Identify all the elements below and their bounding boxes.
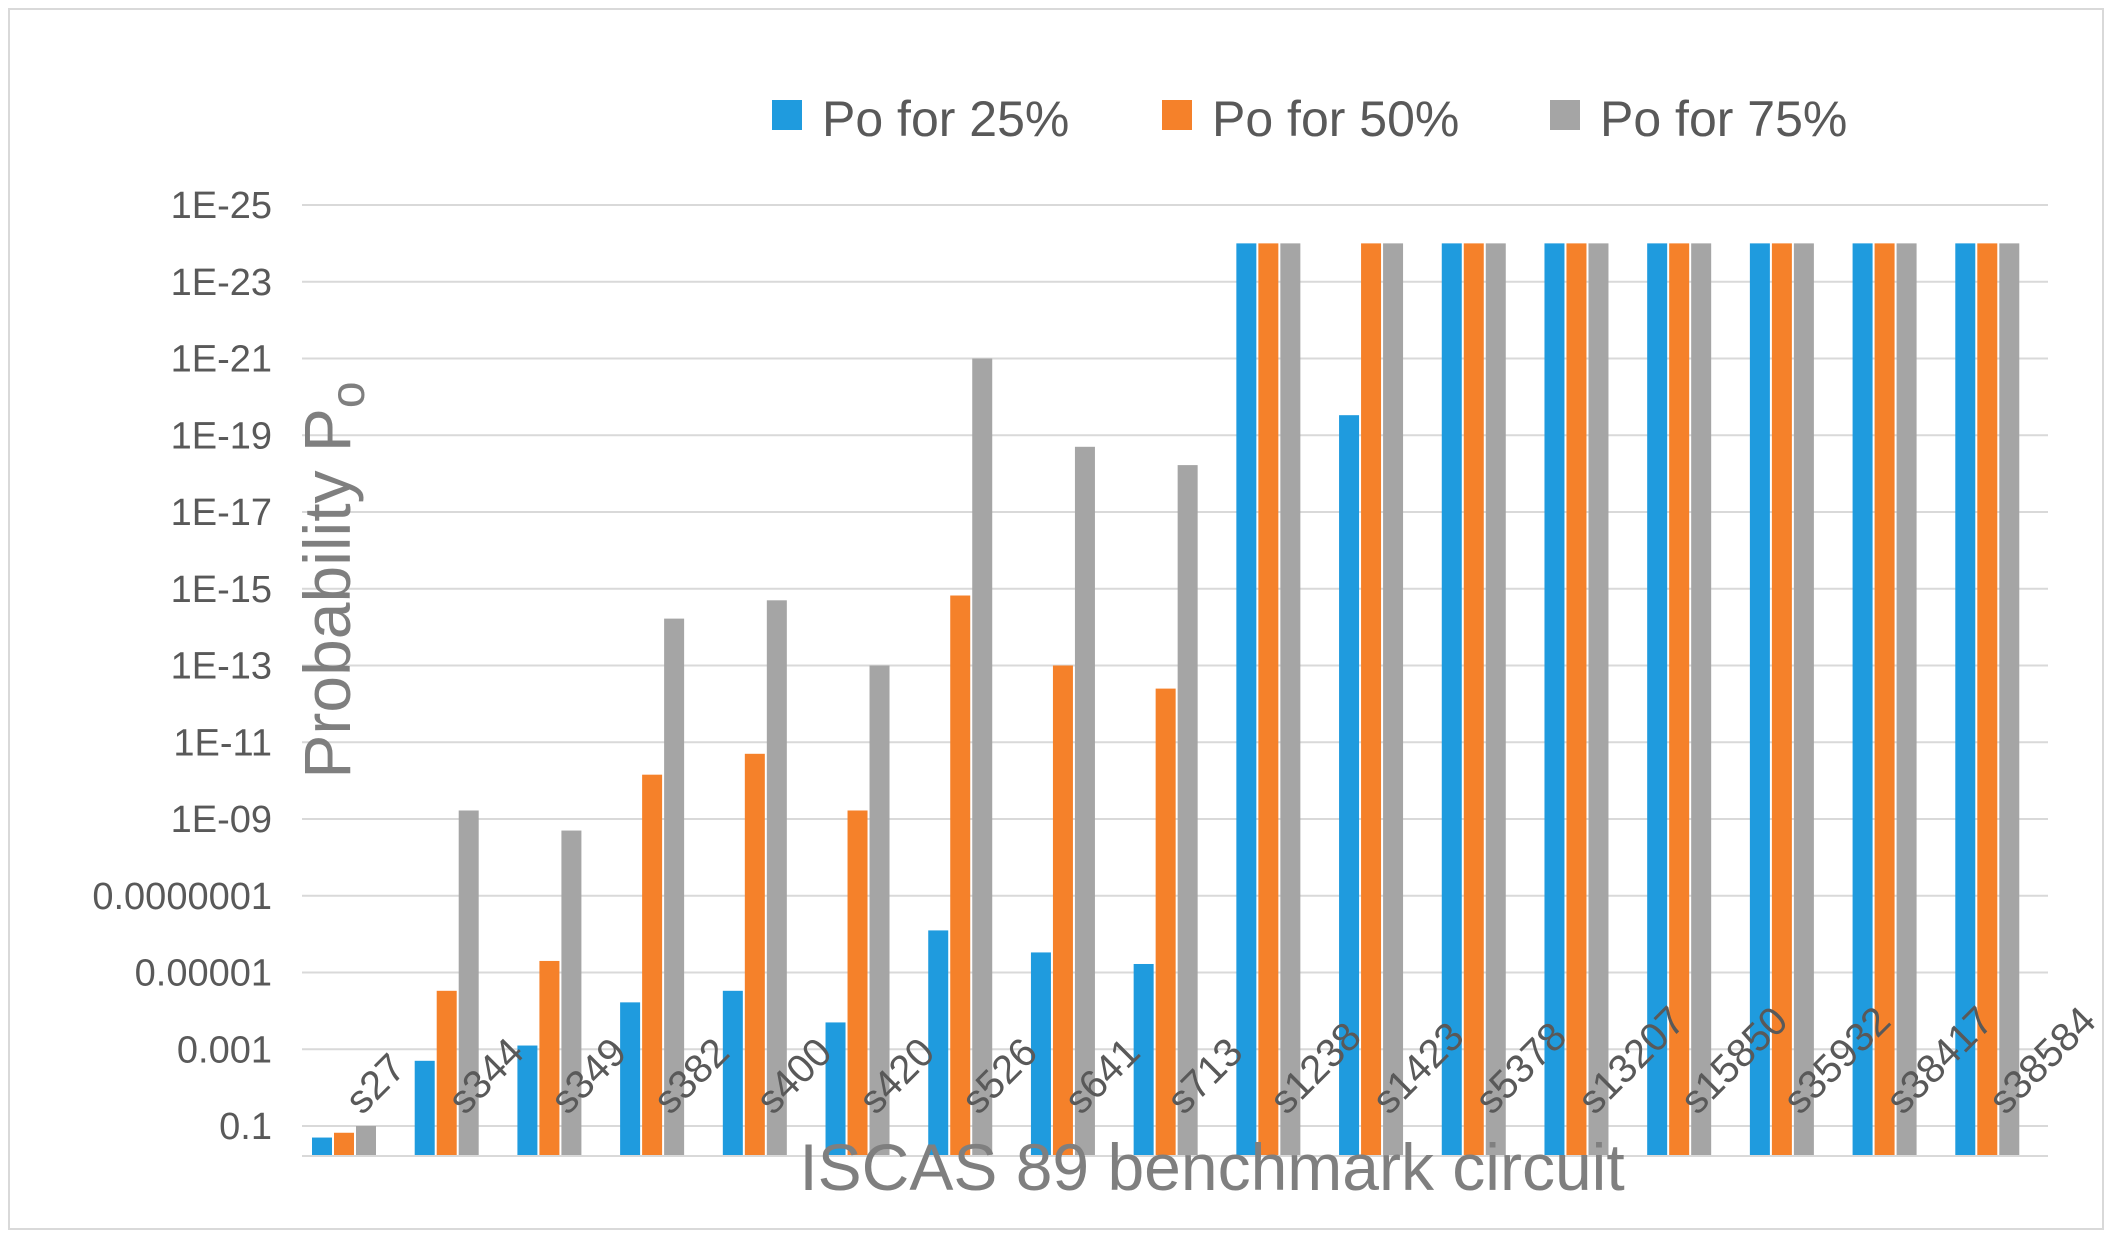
bar-s15850-series-1 [1647, 243, 1668, 1156]
y-axis-title-main: Probability P [290, 408, 364, 779]
bar-s713-series-1 [1133, 963, 1154, 1156]
bar-s1238-series-3 [1280, 243, 1301, 1156]
y-tick-label: 0.0000001 [92, 876, 272, 918]
legend-label: Po for 25% [822, 91, 1069, 147]
legend-swatch [772, 100, 802, 130]
y-tick-label: 1E-23 [171, 262, 272, 304]
bar-s35932-series-1 [1749, 243, 1770, 1156]
bar-s420-series-2 [847, 810, 868, 1156]
bar-s344-series-3 [458, 810, 479, 1156]
bar-s15850-series-2 [1669, 243, 1690, 1156]
bar-s420-series-3 [869, 665, 890, 1156]
bar-s349-series-1 [517, 1045, 538, 1156]
bar-s400-series-2 [744, 753, 765, 1156]
bar-s38584-series-2 [1977, 243, 1998, 1156]
bar-s382-series-1 [620, 1002, 641, 1156]
bar-s27-series-3 [356, 1126, 376, 1156]
bar-s38417-series-3 [1896, 243, 1917, 1156]
bar-s420-series-1 [825, 1022, 846, 1156]
bar-s38417-series-1 [1852, 243, 1873, 1156]
x-category-label: s38584 [1981, 998, 2105, 1122]
x-axis-category-labels: s27 s344 s349 s382 s400 s420 s526 s641 s713 s1238… [337, 998, 2104, 1122]
bar-s15850-series-3 [1691, 243, 1712, 1156]
bar-s713-series-2 [1155, 688, 1176, 1156]
bar-s13207-series-2 [1566, 243, 1587, 1156]
bar-s5378-series-2 [1463, 243, 1484, 1156]
y-tick-label: 0.001 [177, 1029, 272, 1071]
bar-s344-series-1 [414, 1060, 435, 1156]
bar-s400-series-1 [722, 990, 743, 1156]
bar-s349-series-3 [561, 830, 582, 1156]
y-tick-label: 0.00001 [135, 953, 272, 995]
bar-s526-series-2 [950, 595, 971, 1156]
y-tick-label: 1E-13 [171, 646, 272, 688]
y-tick-label: 1E-17 [171, 492, 272, 534]
y-tick-label: 1E-25 [171, 185, 272, 227]
bar-s5378-series-1 [1441, 243, 1462, 1156]
bar-s382-series-2 [642, 774, 663, 1156]
bar-s1423-series-1 [1339, 415, 1360, 1156]
bar-s35932-series-2 [1771, 243, 1792, 1156]
bars [312, 243, 2020, 1157]
bar-s641-series-3 [1074, 446, 1095, 1157]
bar-s349-series-2 [539, 960, 560, 1156]
y-tick-label: 1E-11 [173, 722, 272, 764]
y-tick-label: 0.1 [219, 1106, 272, 1148]
y-tick-label: 1E-09 [171, 799, 272, 841]
bar-s1423-series-3 [1383, 243, 1404, 1156]
bar-s344-series-2 [436, 990, 457, 1156]
bar-s35932-series-3 [1793, 243, 1814, 1156]
bar-s526-series-3 [972, 358, 993, 1156]
bar-s382-series-3 [664, 618, 685, 1156]
bar-s13207-series-3 [1588, 243, 1609, 1156]
bar-s13207-series-1 [1544, 243, 1565, 1156]
y-axis-title: Probability Po [290, 381, 375, 778]
bar-s1238-series-2 [1258, 243, 1279, 1156]
y-axis-tick-labels: 0.1 0.001 0.00001 0.0000001 1E-09 1E-11 1E-13 1… [92, 185, 272, 1148]
bar-s400-series-3 [766, 600, 787, 1156]
bar-s5378-series-3 [1485, 243, 1506, 1156]
bar-s1423-series-2 [1361, 243, 1382, 1156]
bar-s1238-series-1 [1236, 243, 1257, 1156]
bar-s27-series-2 [334, 1132, 354, 1156]
bar-s38417-series-2 [1874, 243, 1895, 1156]
legend-swatch [1162, 100, 1192, 130]
bar-s641-series-1 [1030, 952, 1051, 1156]
legend-swatch [1550, 100, 1580, 130]
bar-s27-series-1 [312, 1137, 332, 1156]
x-category-label: s27 [337, 1046, 414, 1123]
y-tick-label: 1E-19 [171, 415, 272, 457]
bar-s641-series-2 [1052, 665, 1073, 1156]
legend: Po for 25% Po for 50% Po for 75% [772, 91, 1847, 147]
bar-s38584-series-1 [1955, 243, 1976, 1156]
legend-label: Po for 75% [1600, 91, 1847, 147]
y-tick-label: 1E-21 [171, 339, 272, 381]
x-axis-title: ISCAS 89 benchmark circuit [799, 1130, 1624, 1204]
legend-label: Po for 50% [1212, 91, 1459, 147]
y-tick-label: 1E-15 [171, 569, 272, 611]
bar-s526-series-1 [928, 930, 949, 1156]
y-axis-title-subscript: o [322, 381, 375, 408]
bar-s713-series-3 [1177, 465, 1198, 1156]
bar-s38584-series-3 [1999, 243, 2020, 1156]
